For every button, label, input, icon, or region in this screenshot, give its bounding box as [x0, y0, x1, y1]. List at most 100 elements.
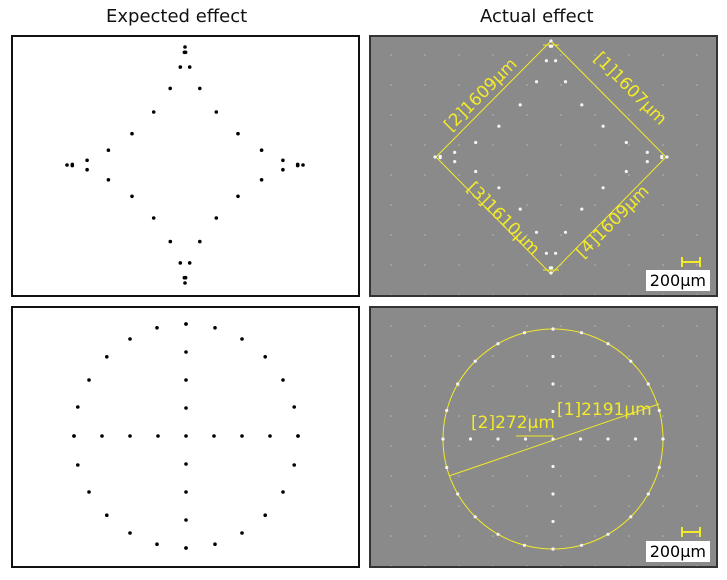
diamond-dot — [85, 167, 89, 172]
background-speck — [458, 234, 460, 236]
ring-dot — [473, 359, 477, 363]
background-speck — [594, 84, 596, 86]
ring-dot — [263, 513, 267, 517]
background-speck — [560, 234, 562, 236]
diamond-dot — [549, 271, 553, 275]
background-speck — [594, 535, 596, 537]
cross-dot — [212, 434, 216, 438]
expected-circle-panel — [11, 306, 360, 568]
background-speck — [628, 264, 630, 266]
background-speck — [594, 355, 596, 357]
diamond-label-1: [1]1607μm — [589, 48, 670, 129]
background-speck — [526, 325, 528, 327]
background-speck — [458, 204, 460, 206]
background-speck — [424, 415, 426, 417]
diamond-dot — [601, 124, 605, 128]
background-speck — [492, 84, 494, 86]
background-speck — [424, 475, 426, 477]
cross-dot — [184, 462, 188, 466]
ring-dot — [128, 531, 132, 535]
background-speck — [390, 385, 392, 387]
diamond-dot — [580, 207, 584, 211]
background-speck — [424, 174, 426, 176]
background-speck — [628, 505, 630, 507]
background-speck — [492, 385, 494, 387]
background-speck — [594, 264, 596, 266]
background-speck — [390, 565, 392, 566]
background-speck — [458, 144, 460, 146]
cross-dot — [240, 434, 244, 438]
diamond-label-4: [4]1609μm — [572, 181, 653, 262]
diamond-dot — [151, 216, 156, 220]
ring-dot — [473, 515, 477, 519]
cross-dot — [496, 437, 500, 441]
diamond-dot — [497, 124, 501, 128]
background-speck — [458, 505, 460, 507]
background-speck — [628, 325, 630, 327]
background-speck — [458, 535, 460, 537]
cross-dot — [606, 437, 610, 441]
background-speck — [424, 355, 426, 357]
cross-dot — [156, 434, 160, 438]
background-speck — [696, 234, 698, 236]
background-speck — [458, 114, 460, 116]
cross-dot — [551, 464, 555, 469]
background-speck — [560, 264, 562, 266]
diamond-dot — [554, 251, 558, 255]
diamond-dot — [624, 169, 628, 174]
background-speck — [492, 535, 494, 537]
ring-dot — [629, 515, 633, 519]
background-speck — [492, 325, 494, 327]
cross-dot — [72, 434, 76, 438]
diamond-dot — [183, 50, 188, 55]
diamond-dot — [187, 65, 192, 69]
diamond-scale-label: 200μm — [645, 270, 710, 291]
background-speck — [628, 535, 630, 537]
diamond-dot — [544, 59, 548, 63]
background-speck — [662, 355, 664, 357]
background-speck — [662, 505, 664, 507]
background-speck — [560, 505, 562, 507]
background-speck — [696, 174, 698, 176]
background-speck — [594, 204, 596, 206]
background-speck — [696, 445, 698, 447]
background-speck — [492, 204, 494, 206]
diamond-dot — [301, 163, 305, 167]
diamond-dot — [198, 239, 202, 244]
background-speck — [390, 445, 392, 447]
diamond-dot — [259, 148, 264, 152]
background-speck — [662, 264, 664, 266]
diamond-dot — [65, 163, 69, 167]
background-speck — [560, 355, 562, 357]
background-speck — [526, 355, 528, 357]
ring-dot — [606, 532, 610, 536]
diamond-dot — [453, 150, 457, 154]
expected-diamond-panel — [11, 35, 360, 297]
background-speck — [560, 174, 562, 176]
diamond-dot — [563, 80, 568, 84]
ring-dot — [76, 405, 80, 409]
diamond-dot — [130, 194, 134, 199]
background-speck — [662, 54, 664, 56]
circle-scale-label: 200μm — [645, 541, 710, 562]
cross-dot — [184, 378, 188, 382]
background-speck — [696, 84, 698, 86]
background-speck — [696, 505, 698, 507]
background-speck — [424, 84, 426, 86]
circle-label-1: [1]2191μm — [557, 400, 652, 420]
expected-diamond-dots — [65, 45, 305, 285]
diamond-dot — [168, 239, 173, 244]
background-speck — [492, 355, 494, 357]
diamond-dot — [295, 162, 300, 167]
background-speck — [526, 84, 528, 86]
ring-dot — [105, 355, 109, 359]
background-speck — [560, 385, 562, 387]
ring-dot — [240, 531, 244, 535]
ring-dot — [456, 382, 460, 386]
cross-dot — [551, 409, 555, 414]
diamond-dot — [281, 158, 285, 163]
background-speck — [594, 114, 596, 116]
ring-dot — [456, 492, 460, 496]
diamond-dot — [474, 140, 478, 145]
background-speck — [526, 54, 528, 56]
